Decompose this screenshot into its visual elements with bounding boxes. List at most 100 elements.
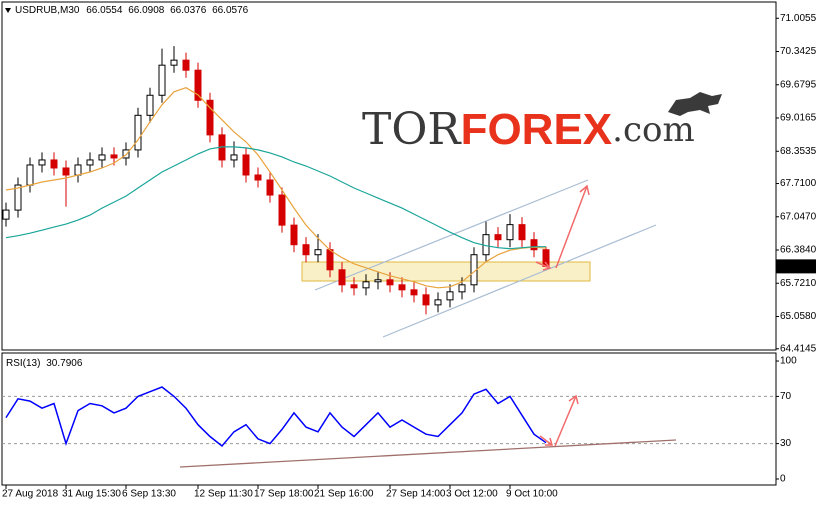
main-panel-frame (1, 1, 777, 351)
watermark-tor: TOR (362, 104, 462, 155)
candle-body (2, 209, 10, 220)
x-tick-label: 27 Sep 14:00 (386, 489, 446, 500)
arrow-head (542, 261, 552, 271)
y-tick-label: 67.0470 (780, 211, 817, 222)
candle-body (434, 299, 442, 306)
candle-body (386, 279, 394, 286)
moving-average (5, 87, 547, 289)
x-tick-label: 27 Aug 2018 (2, 489, 59, 500)
header-open: 66.0554 (86, 5, 123, 16)
header: USDRUB,M30 66.0554 66.0908 66.0376 66.05… (15, 5, 249, 16)
watermark-com: .com (612, 110, 695, 150)
y-tick-label: 30 (780, 438, 792, 449)
candle-body (38, 159, 46, 166)
arrow-head (579, 184, 590, 196)
candle-body (506, 224, 514, 241)
channel-line-lower (382, 224, 657, 338)
watermark-bull-icon (668, 92, 722, 116)
candle-body (326, 249, 334, 271)
rsi-name: RSI(13) (6, 358, 40, 369)
y-tick-label: 65.7210 (780, 278, 817, 289)
y-tick-label: 67.7100 (780, 178, 817, 189)
candle-body (302, 244, 310, 256)
y-tick-label: 70.3425 (780, 46, 817, 57)
header-low: 66.0376 (170, 5, 207, 16)
candle-body (158, 64, 166, 96)
watermark: TORFOREX.com (362, 104, 695, 155)
arrow-line (535, 261, 551, 269)
candle-body (182, 59, 190, 71)
x-tick-label: 6 Sep 13:30 (122, 489, 176, 500)
y-tick-label: 70 (780, 391, 792, 402)
candle-body (338, 269, 346, 286)
candle-body (254, 174, 262, 181)
x-tick-label: 12 Sep 11:30 (194, 489, 253, 500)
rsi-trend-line (179, 439, 677, 468)
x-tick-label: 9 Oct 10:00 (506, 489, 558, 500)
y-tick-label: 64.4145 (780, 343, 817, 354)
candle-body (278, 194, 286, 226)
forecast-arrows (535, 184, 590, 271)
candle-body (194, 69, 202, 101)
candle-body (98, 154, 106, 161)
candle-body (170, 59, 178, 66)
channel-line-upper (314, 179, 589, 291)
candle-body (410, 289, 418, 296)
candle-body (62, 167, 70, 176)
candle-body (422, 294, 430, 306)
rsi-line (5, 386, 547, 448)
candle-body (290, 224, 298, 246)
y-tick-label: 65.0580 (780, 311, 817, 322)
candle-body (494, 234, 502, 241)
candle-body (518, 224, 526, 241)
y-tick-label: 0 (780, 474, 786, 485)
header-high: 66.0908 (128, 5, 165, 16)
candle-body (530, 239, 538, 251)
candle-body (26, 164, 34, 186)
candle-body (266, 179, 274, 196)
candle-body (362, 281, 370, 289)
candle-body (14, 184, 22, 211)
candle-body (206, 99, 214, 136)
x-tick-label: 21 Sep 16:00 (314, 489, 374, 500)
candle-body (230, 154, 238, 161)
y-tick-label: 68.3535 (780, 146, 817, 157)
moving-average (5, 146, 546, 250)
rsi-forecast-arrows (539, 394, 579, 447)
y-tick-label: 71.0055 (780, 13, 817, 24)
candle-body (350, 284, 358, 289)
watermark-forex: FOREX (461, 105, 613, 154)
x-tick-label: 31 Aug 15:30 (62, 489, 121, 500)
y-tick-label: 69.6795 (780, 79, 817, 90)
candle-body (458, 284, 466, 293)
candle-body (398, 284, 406, 291)
current-price-label: 66.0576 (779, 261, 816, 272)
arrow-line (539, 435, 553, 446)
arrow-line (554, 395, 577, 447)
header-close: 66.0576 (212, 5, 249, 16)
candle-body (86, 159, 94, 166)
rsi-current: 30.7906 (46, 358, 83, 369)
header-triangle (5, 8, 11, 13)
arrow-head (545, 437, 553, 446)
candle-body (122, 149, 130, 159)
candle-body (146, 94, 154, 116)
y-tick-label: 66.3840 (780, 245, 817, 256)
arrow-head (568, 394, 579, 405)
candle-body (74, 164, 82, 176)
y-tick-label: 69.0165 (780, 113, 817, 124)
rsi-title: RSI(13) 30.7906 (6, 358, 83, 369)
current-price-box (776, 259, 816, 274)
candle-body (242, 154, 250, 176)
candle-body (446, 291, 454, 301)
x-tick-label: 17 Sep 18:00 (254, 489, 314, 500)
candle-body (374, 279, 382, 283)
symbol: USDRUB,M30 (15, 5, 80, 16)
candle-body (314, 249, 322, 256)
y-tick-label: 100 (780, 356, 797, 367)
candle-body (50, 159, 58, 169)
arrow-line (555, 185, 588, 269)
